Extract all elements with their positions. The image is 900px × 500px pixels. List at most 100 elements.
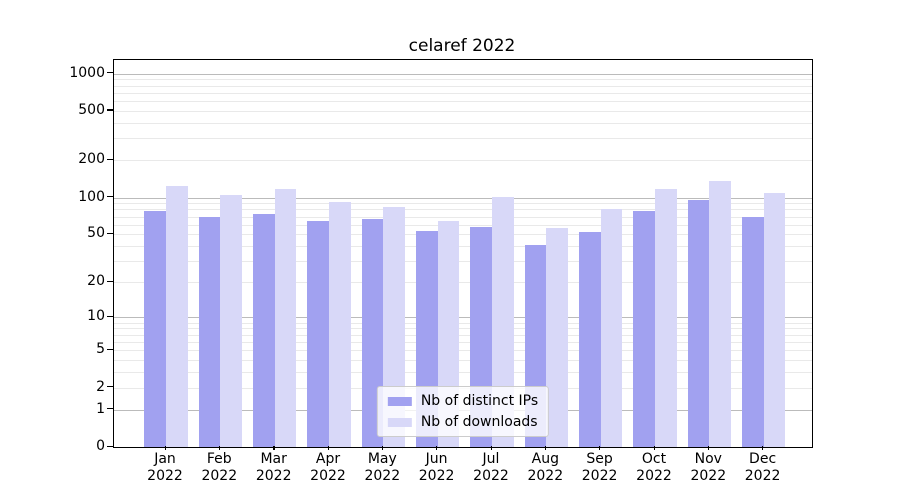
x-tick-label: May 2022 (364, 451, 401, 484)
minor-gridline (114, 360, 812, 361)
x-tick-mark (490, 446, 492, 450)
minor-gridline (114, 138, 812, 140)
bar-downloads-apr (329, 201, 351, 447)
minor-gridline (114, 334, 812, 336)
minor-gridline (114, 101, 812, 102)
minor-gridline (114, 322, 812, 324)
minor-gridline (114, 110, 812, 112)
minor-gridline (114, 350, 812, 352)
x-tick-label: Jun 2022 (418, 451, 455, 484)
x-tick-mark (218, 446, 221, 450)
bar-downloads-jul (492, 196, 514, 447)
x-tick-mark (707, 446, 710, 450)
chart-title: celaref 2022 (408, 36, 516, 56)
x-tick-mark (164, 446, 166, 450)
y-tick-mark (107, 315, 113, 318)
major-gridline (114, 317, 812, 319)
legend-swatch-downloads (387, 417, 412, 427)
minor-gridline (114, 122, 812, 124)
bar-downloads-sep (600, 209, 623, 447)
x-tick-label: Jul 2022 (473, 451, 509, 484)
minor-gridline (114, 203, 812, 205)
y-tick-mark (107, 72, 113, 74)
minor-gridline (114, 85, 812, 87)
bar-ips-jan (144, 210, 166, 447)
bar-downloads-aug (546, 228, 568, 447)
x-tick-mark (599, 446, 601, 450)
bar-ips-dec (741, 216, 764, 447)
bar-ips-feb (198, 216, 221, 447)
bar-downloads-jan (166, 185, 188, 447)
legend-row-ips: Nb of distinct IPs (387, 393, 539, 409)
minor-gridline (114, 92, 812, 94)
minor-gridline (114, 209, 812, 211)
bar-ips-nov (687, 199, 710, 447)
minor-gridline (114, 79, 812, 81)
minor-gridline (114, 372, 812, 373)
major-gridline (114, 73, 812, 75)
bar-ips-sep (578, 232, 601, 447)
y-tick-label: 20 (87, 273, 105, 290)
y-tick-label: 500 (78, 101, 105, 118)
y-tick-label: 1 (96, 400, 105, 417)
y-tick-label: 1000 (69, 64, 105, 81)
x-tick-mark (653, 446, 655, 450)
minor-gridline (114, 261, 812, 263)
x-tick-label: Mar 2022 (255, 451, 292, 484)
y-tick-label: 5 (96, 341, 105, 358)
minor-gridline (114, 224, 812, 226)
minor-gridline (114, 160, 812, 162)
x-tick-mark (273, 446, 275, 450)
y-tick-label: 100 (78, 188, 105, 205)
y-tick-label: 10 (87, 308, 105, 325)
y-tick-mark (107, 158, 113, 161)
legend: Nb of distinct IPs Nb of downloads (376, 386, 550, 437)
minor-gridline (114, 282, 812, 284)
y-tick-mark (107, 109, 113, 111)
y-tick-mark (107, 408, 113, 410)
plot-area: Nb of distinct IPs Nb of downloads (113, 59, 813, 448)
minor-gridline (114, 246, 812, 248)
y-tick-label: 0 (96, 438, 105, 454)
x-tick-label: Jan 2022 (147, 451, 183, 484)
major-gridline (114, 197, 812, 199)
legend-row-downloads: Nb of downloads (387, 414, 538, 430)
minor-gridline (114, 234, 812, 236)
bar-downloads-oct (655, 188, 677, 447)
bar-downloads-feb (220, 194, 242, 447)
x-tick-label: Oct 2022 (636, 451, 672, 484)
x-tick-label: Sep 2022 (581, 451, 618, 484)
y-tick-label: 50 (87, 225, 105, 242)
y-tick-label: 2 (96, 378, 105, 395)
x-tick-mark (544, 446, 547, 450)
minor-gridline (114, 216, 812, 218)
bar-downloads-dec (763, 193, 786, 447)
x-tick-label: Apr 2022 (310, 451, 346, 484)
y-tick-mark (107, 386, 113, 388)
minor-gridline (114, 341, 812, 343)
x-tick-label: Feb 2022 (201, 451, 238, 484)
legend-swatch-ips (387, 396, 412, 406)
y-tick-mark (107, 445, 113, 447)
legend-label-ips: Nb of distinct IPs (420, 393, 539, 409)
bar-ips-oct (633, 211, 655, 447)
x-tick-label: Dec 2022 (744, 451, 781, 484)
bar-downloads-nov (709, 181, 731, 447)
y-tick-mark (107, 348, 113, 350)
y-tick-label: 200 (78, 151, 105, 168)
legend-label-downloads: Nb of downloads (420, 414, 538, 430)
bar-ips-apr (307, 220, 329, 447)
x-tick-label: Aug 2022 (527, 451, 564, 484)
x-tick-mark (327, 446, 329, 450)
bar-ips-mar (253, 213, 275, 447)
x-tick-mark (762, 446, 764, 450)
minor-gridline (114, 328, 812, 330)
y-tick-mark (107, 232, 113, 235)
y-tick-mark (107, 196, 113, 198)
x-tick-mark (381, 446, 384, 450)
y-tick-mark (107, 280, 113, 283)
x-tick-label: Nov 2022 (690, 451, 727, 484)
x-tick-mark (436, 446, 438, 450)
bar-downloads-mar (274, 189, 297, 447)
